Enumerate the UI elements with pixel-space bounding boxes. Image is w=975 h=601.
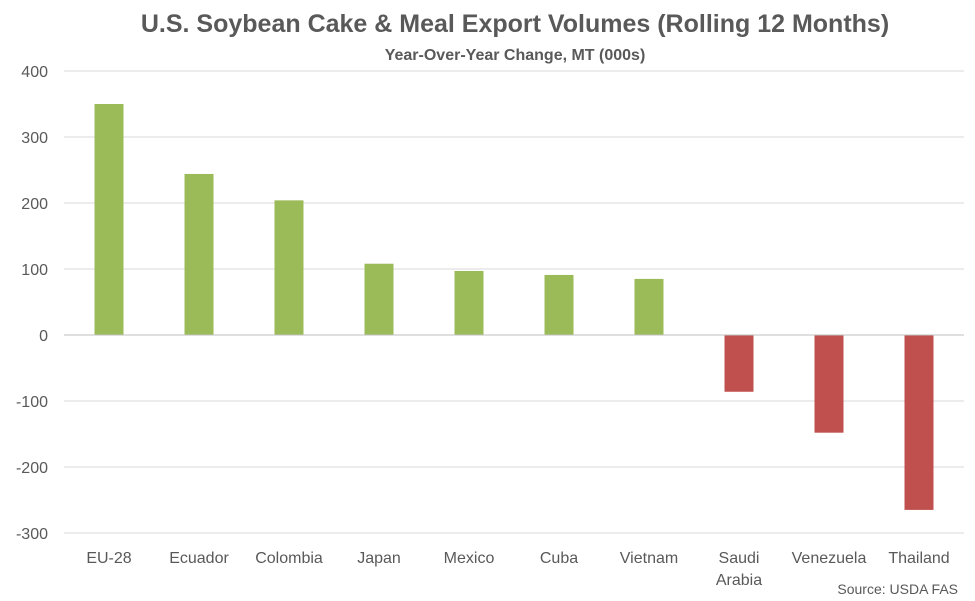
x-category-label: Colombia [255,550,323,567]
y-tick-label: 300 [21,130,48,147]
x-category-label: Saudi Arabia [716,550,762,589]
x-category-label: EU-28 [86,550,131,567]
x-category-label: Cuba [540,550,578,567]
x-category-label: Mexico [444,550,495,567]
x-category-label: Ecuador [169,550,229,567]
bar [184,173,214,335]
chart-title: U.S. Soybean Cake & Meal Export Volumes … [141,10,889,38]
y-tick-label: -200 [16,460,48,477]
bar [454,270,484,335]
bar [814,335,844,433]
x-axis-categories: EU-28 Ecuador Colombia Japan Mexico Cuba Vietn… [86,550,949,589]
x-category-label: Thailand [888,550,949,567]
bar [634,278,664,335]
y-tick-label: 100 [21,262,48,279]
bar [364,263,394,335]
y-tick-label: 0 [39,328,48,345]
x-category-label: Venezuela [792,550,867,567]
y-tick-label: -100 [16,394,48,411]
bar [904,335,934,510]
bar [724,335,754,392]
bars [94,104,934,510]
y-axis-ticks: 400 300 200 100 0 -100 -200 -300 [16,64,48,543]
x-category-label: Japan [357,550,401,567]
bar [544,274,574,335]
gridlines [64,70,964,534]
x-category-label: Vietnam [620,550,678,567]
bar [274,200,304,335]
source-note: Source: USDA FAS [837,581,958,597]
y-tick-label: -300 [16,526,48,543]
chart-subtitle: Year-Over-Year Change, MT (000s) [385,47,646,64]
bar [94,104,124,335]
y-tick-label: 400 [21,64,48,81]
y-tick-label: 200 [21,196,48,213]
